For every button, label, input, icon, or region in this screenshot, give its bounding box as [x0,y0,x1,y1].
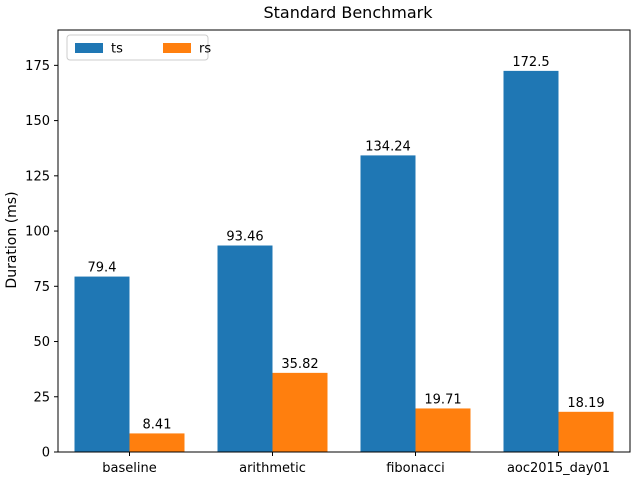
y-tick-label: 25 [33,390,50,405]
bar-value-label: 19.71 [424,392,461,407]
plot-area: 79.4 93.46 134.24 172.5 8.41 35.82 19.71 18.19 0… [25,29,631,476]
plot-frame [57,29,631,453]
bar-ts-fibonacci [360,155,416,452]
bar-rs-fibonacci [415,408,471,452]
y-tick-label: 75 [33,280,50,295]
bar-value-label: 79.4 [88,261,117,276]
legend-swatch-ts [75,43,103,53]
bar-value-label: 18.19 [567,396,604,411]
bar-rs-arithmetic [272,372,328,452]
bar-value-label: 35.82 [281,357,318,372]
bar-value-label: 172.5 [512,55,549,70]
bar-rs-aoc2015_day01 [558,411,614,452]
x-tick-label: fibonacci [386,461,445,476]
bar-value-label: 134.24 [365,139,411,154]
legend-swatch-rs [163,43,191,53]
bar-ts-aoc2015_day01 [503,70,559,453]
legend-box [66,34,209,61]
x-tick-label: arithmetic [239,461,306,476]
y-tick-label: 125 [25,169,50,184]
x-tick-label: baseline [102,461,156,476]
chart-legend: ts rs [66,34,211,61]
bar-value-label: 8.41 [143,417,172,432]
legend-label-ts: ts [111,42,123,57]
bar-ts-baseline [74,276,130,452]
legend-label-rs: rs [199,42,211,57]
chart-title: Standard Benchmark [263,3,433,22]
y-tick-label: 100 [25,225,50,240]
bar-rs-baseline [129,433,185,452]
y-tick-label: 0 [42,446,50,461]
y-tick-label: 50 [33,335,50,350]
x-tick-label: aoc2015_day01 [507,461,610,476]
bar-ts-arithmetic [217,245,273,452]
y-axis-label: Duration (ms) [4,191,20,288]
y-tick-label: 150 [25,114,50,129]
bar-value-label: 93.46 [226,230,263,245]
y-tick-label: 175 [25,59,50,74]
